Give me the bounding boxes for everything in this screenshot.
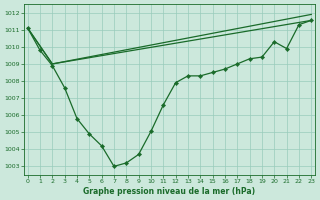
X-axis label: Graphe pression niveau de la mer (hPa): Graphe pression niveau de la mer (hPa) [84,187,256,196]
